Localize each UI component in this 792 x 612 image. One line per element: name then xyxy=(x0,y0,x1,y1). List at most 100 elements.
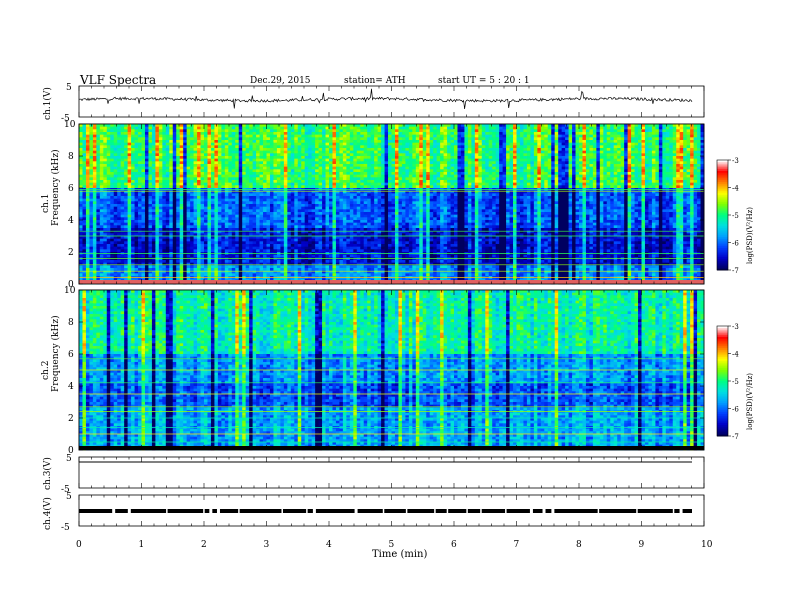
spectrogram-cell xyxy=(128,169,132,172)
spectrogram-cell xyxy=(596,172,600,175)
spectrogram-cell xyxy=(482,172,486,175)
spectrogram-cell xyxy=(308,153,312,156)
spectrogram-cell xyxy=(659,164,663,167)
spectrogram-cell xyxy=(221,180,225,183)
spectrogram-cell xyxy=(430,148,434,151)
spectrogram-cell xyxy=(694,185,698,188)
spectrogram-cell xyxy=(183,183,187,186)
spectrogram-cell xyxy=(319,137,323,140)
spectrogram-cell xyxy=(315,169,319,172)
spectrogram-cell xyxy=(662,169,666,172)
spectrogram-cell xyxy=(548,180,552,183)
spectrogram-cell xyxy=(280,153,284,156)
spectrogram-cell xyxy=(569,167,573,170)
spectrogram-cell xyxy=(103,196,107,199)
spectrogram-cell xyxy=(530,185,534,188)
spectrogram-cell xyxy=(631,159,635,162)
spectrogram-cell xyxy=(558,132,562,135)
spectrogram-cell xyxy=(576,159,580,162)
spectrogram-cell xyxy=(169,161,173,164)
spectrogram-cell xyxy=(155,183,159,186)
spectrogram-cell xyxy=(451,185,455,188)
spectrogram-cell xyxy=(270,175,274,178)
spectrogram-cell xyxy=(589,140,593,143)
spectrogram-cell xyxy=(576,185,580,188)
spectrogram-cell xyxy=(419,140,423,143)
spectrogram-cell xyxy=(79,151,83,154)
spectrogram-cell xyxy=(148,137,152,140)
spectrogram-cell xyxy=(183,137,187,140)
spectrogram-cell xyxy=(673,137,677,140)
spectrogram-cell xyxy=(589,175,593,178)
spectrogram-cell xyxy=(642,127,646,130)
spectrogram-cell xyxy=(280,135,284,138)
spectrogram-cell xyxy=(315,167,319,170)
spectrogram-cell xyxy=(635,169,639,172)
spectrogram-cell xyxy=(218,143,222,146)
spectrogram-cell xyxy=(239,153,243,156)
spectrogram-cell xyxy=(402,145,406,148)
spectrogram-cell xyxy=(312,164,316,167)
spectrogram-cell xyxy=(423,151,427,154)
spectrogram-cell xyxy=(457,167,461,170)
spectrogram-cell xyxy=(451,137,455,140)
spectrogram-cell xyxy=(103,153,107,156)
spectrogram-cell xyxy=(364,140,368,143)
spectrogram-cell xyxy=(207,145,211,148)
spectrogram-cell xyxy=(489,124,493,127)
spectrogram-cell xyxy=(523,145,527,148)
spectrogram-cell xyxy=(110,164,114,167)
spectrogram-cell xyxy=(187,193,191,196)
spectrogram-cell xyxy=(89,196,93,199)
spectrogram-cell xyxy=(485,132,489,135)
spectrogram-cell xyxy=(468,151,472,154)
spectrogram-cell xyxy=(433,175,437,178)
spectrogram-cell xyxy=(298,127,302,130)
spectrogram-cell xyxy=(676,140,680,143)
spectrogram-cell xyxy=(402,151,406,154)
spectrogram-cell xyxy=(96,124,100,127)
spectrogram-cell xyxy=(385,169,389,172)
spectrogram-cell xyxy=(350,180,354,183)
spectrogram-cell xyxy=(642,169,646,172)
spectrogram-cell xyxy=(527,193,531,196)
spectrogram-cell xyxy=(395,183,399,186)
spectrogram-cell xyxy=(586,145,590,148)
spectrogram-cell xyxy=(96,127,100,130)
spectrogram-cell xyxy=(412,135,416,138)
spectrogram-cell xyxy=(426,180,430,183)
spectrogram-cell xyxy=(332,164,336,167)
spectrogram-cell xyxy=(322,183,326,186)
spectrogram-cell xyxy=(371,161,375,164)
spectrogram-cell xyxy=(228,148,232,151)
spectrogram-cell xyxy=(447,137,451,140)
spectrogram-cell xyxy=(628,135,632,138)
spectrogram-cell xyxy=(596,185,600,188)
spectrogram-cell xyxy=(454,140,458,143)
spectrogram-cell xyxy=(444,161,448,164)
spectrogram-cell xyxy=(527,177,531,180)
spectrogram-cell xyxy=(489,175,493,178)
spectrogram-cell xyxy=(541,169,545,172)
spectrogram-cell xyxy=(159,180,163,183)
spectrogram-cell xyxy=(263,172,267,175)
spectrogram-cell xyxy=(628,161,632,164)
spectrogram-cell xyxy=(586,140,590,143)
spectrogram-cell xyxy=(201,177,205,180)
spectrogram-cell xyxy=(166,175,170,178)
spectrogram-cell xyxy=(353,167,357,170)
spectrogram-cell xyxy=(468,148,472,151)
spectrogram-cell xyxy=(440,143,444,146)
spectrogram-cell xyxy=(596,143,600,146)
spectrogram-cell xyxy=(523,156,527,159)
spectrogram-cell xyxy=(464,153,468,156)
spectrogram-cell xyxy=(423,172,427,175)
spectrogram-cell xyxy=(624,175,628,178)
spectrogram-cell xyxy=(232,148,236,151)
spectrogram-cell xyxy=(412,148,416,151)
spectrogram-cell xyxy=(357,177,361,180)
spectrogram-cell xyxy=(353,129,357,132)
spectrogram-cell xyxy=(499,175,503,178)
spectrogram-cell xyxy=(190,140,194,143)
spectrogram-cell xyxy=(669,177,673,180)
